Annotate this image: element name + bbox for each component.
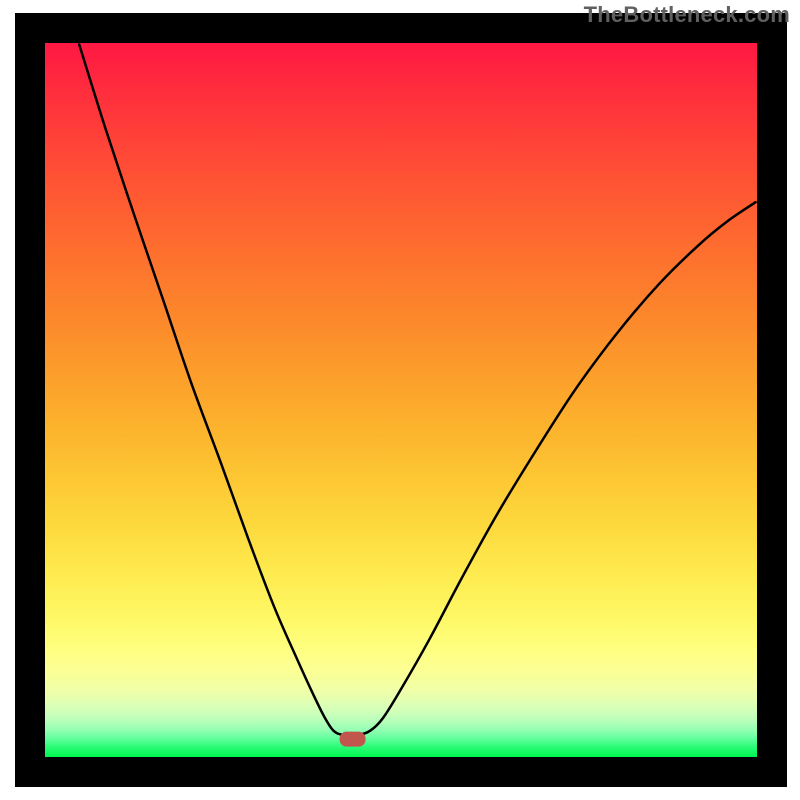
bottleneck-chart-svg (0, 0, 800, 800)
gradient-background (45, 43, 757, 757)
chart-stage: TheBottleneck.com (0, 0, 800, 800)
optimal-point-marker (340, 732, 366, 747)
